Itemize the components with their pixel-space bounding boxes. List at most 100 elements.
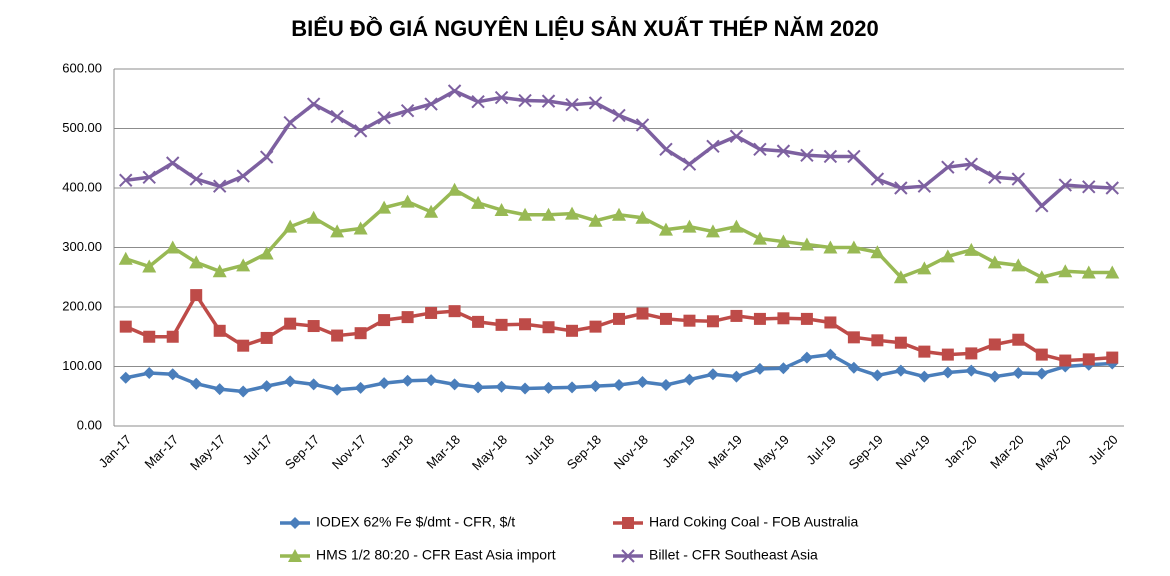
x-tick-label: May-18 xyxy=(469,432,510,473)
marker xyxy=(635,210,650,224)
marker xyxy=(495,380,508,393)
marker xyxy=(705,224,720,238)
marker xyxy=(894,364,907,377)
marker xyxy=(259,150,274,164)
marker xyxy=(542,381,555,394)
marker xyxy=(659,378,672,391)
marker xyxy=(636,375,649,388)
marker xyxy=(1105,265,1120,279)
marker xyxy=(847,331,860,344)
marker xyxy=(447,182,462,196)
marker xyxy=(166,368,179,381)
marker xyxy=(824,348,837,361)
marker xyxy=(964,157,979,171)
marker xyxy=(753,312,766,325)
marker xyxy=(824,316,837,329)
y-tick-label: 400.00 xyxy=(62,179,102,194)
marker xyxy=(588,96,603,110)
marker xyxy=(378,377,391,390)
marker xyxy=(988,370,1001,383)
marker xyxy=(471,195,486,209)
x-tick-label: Nov-18 xyxy=(611,432,651,472)
marker xyxy=(119,173,133,187)
marker xyxy=(893,270,908,284)
marker xyxy=(1106,351,1119,364)
marker xyxy=(918,345,931,358)
legend: IODEX 62% Fe $/dmt - CFR, $/t Hard Coking… xyxy=(280,514,859,563)
x-tick-label: Sep-18 xyxy=(564,432,604,472)
marker xyxy=(1035,348,1048,361)
marker xyxy=(330,109,344,124)
marker xyxy=(283,219,298,233)
legend-label: IODEX 62% Fe $/dmt - CFR, $/t xyxy=(316,514,515,530)
marker xyxy=(307,378,320,391)
marker xyxy=(1011,258,1026,272)
marker xyxy=(400,194,415,208)
x-tick-label: Jul-17 xyxy=(240,432,276,468)
marker xyxy=(541,207,556,221)
marker xyxy=(1012,367,1025,380)
marker xyxy=(236,258,251,272)
marker xyxy=(519,318,532,331)
marker xyxy=(354,381,367,394)
legend-label: Billet - CFR Southeast Asia xyxy=(649,547,818,563)
y-tick-label: 600.00 xyxy=(62,60,102,75)
marker xyxy=(729,129,744,143)
marker xyxy=(753,142,767,157)
marker xyxy=(354,327,367,340)
marker xyxy=(941,348,954,361)
marker xyxy=(847,361,860,374)
marker xyxy=(119,371,132,384)
marker xyxy=(566,381,579,394)
marker xyxy=(377,200,392,214)
marker xyxy=(189,255,204,269)
marker xyxy=(776,144,791,158)
marker xyxy=(777,312,790,325)
marker xyxy=(307,320,320,333)
marker xyxy=(894,181,908,195)
marker xyxy=(964,242,979,256)
marker xyxy=(306,97,321,111)
marker xyxy=(588,213,603,227)
marker xyxy=(306,210,321,224)
x-tick-label: Jan-20 xyxy=(941,432,980,471)
marker xyxy=(987,255,1002,269)
marker xyxy=(846,240,861,254)
marker xyxy=(448,305,461,318)
x-tick-label: Sep-19 xyxy=(846,432,886,472)
x-tick-label: Jul-20 xyxy=(1085,432,1121,468)
marker xyxy=(659,142,673,157)
y-tick-label: 300.00 xyxy=(62,239,102,254)
marker xyxy=(917,261,932,275)
marker xyxy=(213,324,226,337)
marker xyxy=(284,317,297,330)
marker xyxy=(378,314,391,327)
marker xyxy=(1082,180,1096,194)
marker xyxy=(847,149,861,164)
marker xyxy=(613,378,625,391)
marker xyxy=(988,338,1001,351)
marker xyxy=(283,115,297,130)
legend-label: HMS 1/2 80:20 - CFR East Asia import xyxy=(316,547,556,563)
marker xyxy=(1034,270,1049,284)
x-tick-label: May-20 xyxy=(1033,432,1074,473)
marker xyxy=(472,315,485,328)
marker xyxy=(190,289,203,302)
y-tick-label: 500.00 xyxy=(62,120,102,135)
marker xyxy=(518,93,532,108)
marker xyxy=(1081,265,1096,279)
marker xyxy=(823,240,838,254)
marker xyxy=(636,307,649,320)
marker xyxy=(519,382,532,395)
marker xyxy=(1105,181,1119,195)
marker xyxy=(870,245,885,259)
marker xyxy=(565,97,579,112)
marker xyxy=(730,370,743,383)
marker xyxy=(871,334,884,347)
marker xyxy=(706,315,719,328)
marker xyxy=(541,94,556,108)
marker xyxy=(658,222,673,236)
marker xyxy=(377,111,391,125)
marker xyxy=(1058,178,1072,192)
